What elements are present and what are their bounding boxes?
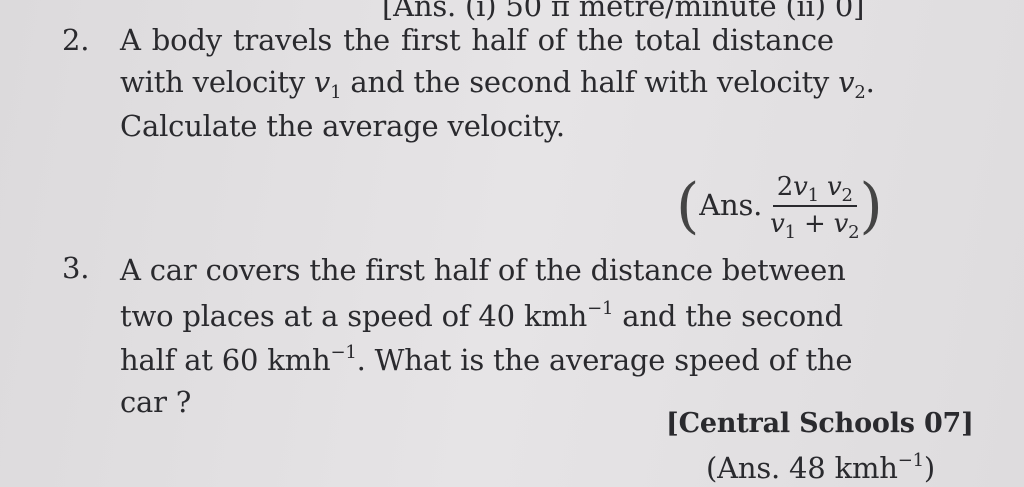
q2-line3: Calculate the average velocity.	[120, 109, 565, 143]
q2-line2: with velocity v1 and the second half wit…	[120, 65, 875, 103]
q2-line1: A body travels the first half of the tot…	[120, 23, 834, 57]
answer-fraction: 2v1 v2 v1 + v2	[770, 173, 860, 243]
q3-answer: (Ans. 48 kmh−1)	[706, 450, 935, 485]
q3-line1: A car covers the first half of the dista…	[120, 253, 846, 287]
q3-number: 3.	[62, 251, 90, 285]
q3-line3: half at 60 kmh−1. What is the average sp…	[120, 342, 853, 377]
q2-number: 2.	[62, 23, 90, 57]
q3-line4: car ?	[120, 385, 192, 419]
q2-answer: (Ans. 2v1 v2 v1 + v2)	[676, 166, 883, 246]
close-paren: )	[859, 171, 883, 241]
open-paren: (	[676, 171, 700, 241]
q3-line2: two places at a speed of 40 kmh−1 and th…	[120, 298, 843, 333]
q3-source: [Central Schools 07]	[666, 408, 974, 439]
answer-label: Ans.	[699, 188, 763, 223]
answer-denominator: v1 + v2	[770, 209, 860, 243]
answer-numerator: 2v1 v2	[772, 173, 857, 207]
previous-answer: [Ans. (i) 50 π metre/minute (ii) 0]	[382, 0, 865, 23]
